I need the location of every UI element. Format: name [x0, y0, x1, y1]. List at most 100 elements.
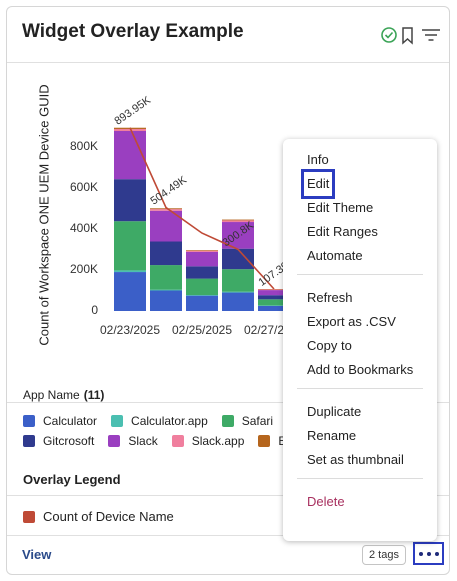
legend-label: Slack: [128, 433, 158, 448]
overlay-line: [129, 127, 275, 290]
bar-segment: [114, 131, 146, 180]
x-tick-label: 02/25/2025: [172, 323, 232, 337]
bar-segment: [186, 278, 218, 296]
data-label: 893.95K: [113, 94, 154, 128]
divider: [7, 402, 449, 403]
legend-item[interactable]: Calculator.app: [111, 413, 208, 428]
legend-title: App Name (11): [23, 388, 104, 402]
context-menu: Info Edit Edit Theme Edit Ranges Automate Ref…: [283, 139, 437, 541]
legend-swatch: [111, 414, 124, 427]
legend-swatch: [23, 510, 35, 523]
header-icons: [381, 27, 440, 45]
bar-segment: [114, 179, 146, 222]
bar-segment: [258, 290, 290, 296]
legend-label: E: [278, 434, 286, 448]
menu-item[interactable]: Info: [307, 152, 329, 167]
data-label: 504.49K: [149, 174, 190, 208]
menu-item[interactable]: Refresh: [307, 290, 353, 305]
bookmark-icon[interactable]: [402, 27, 413, 45]
legend-swatch: [23, 414, 35, 427]
legend-swatch: [258, 434, 271, 447]
legend-count: (11): [83, 388, 105, 402]
legend-label: Slack.app: [191, 433, 245, 448]
bar-segment: [114, 221, 146, 271]
menu-separator: [297, 274, 423, 275]
bar-segment: [222, 220, 254, 223]
filter-icon[interactable]: [422, 29, 440, 41]
legend-swatch: [171, 434, 184, 447]
legend-label: Gitcrosoft: [43, 433, 95, 448]
bar-segment: [222, 219, 254, 221]
menu-item[interactable]: Copy to: [307, 338, 352, 353]
bar-segment: [150, 241, 182, 266]
menu-item[interactable]: Duplicate: [307, 404, 362, 419]
menu-item[interactable]: Add to Bookmarks: [307, 362, 414, 377]
menu-item[interactable]: Rename: [307, 428, 357, 443]
legend: Calculator Calculator.app Safari Gitcrosoft…: [23, 413, 323, 448]
bar-segment: [258, 289, 290, 291]
legend-label: Calculator.app: [131, 413, 208, 428]
menu-separator: [297, 388, 423, 389]
bar-segment: [186, 266, 218, 279]
bar-segment: [150, 208, 182, 210]
chart: Count of Workspace ONE UEM Device GUID 02…: [36, 84, 290, 346]
bar-segment: [222, 292, 254, 311]
more-button[interactable]: [413, 542, 444, 565]
bar-segment: [186, 295, 218, 296]
bar-segment: [150, 289, 182, 291]
y-tick-label: 600K: [70, 180, 98, 194]
divider: [7, 62, 449, 63]
legend-swatch: [221, 414, 234, 427]
legend-item[interactable]: Slack: [108, 433, 158, 448]
x-tick-label: 02/23/2025: [100, 323, 160, 337]
tags-badge[interactable]: 2 tags: [362, 545, 406, 565]
bar-segment: [150, 290, 182, 311]
status-icon[interactable]: [381, 27, 397, 43]
menu-item[interactable]: Set as thumbnail: [307, 452, 404, 467]
bar-segment: [114, 272, 146, 311]
bar-segment: [222, 291, 254, 293]
widget-title: Widget Overlay Example: [22, 21, 244, 42]
bar-segment: [222, 248, 254, 270]
legend-swatch: [108, 434, 121, 447]
legend-title-text: App Name: [23, 388, 80, 402]
bar-segment: [258, 299, 290, 306]
menu-item[interactable]: Export as .CSV: [307, 314, 396, 329]
bar-segment: [222, 269, 254, 292]
legend-item[interactable]: Calculator: [23, 413, 98, 428]
bar-segment: [114, 270, 146, 273]
y-tick-label: 200K: [70, 262, 98, 276]
menu-item[interactable]: Edit Theme: [307, 200, 374, 215]
view-link[interactable]: View: [22, 547, 52, 562]
menu-item[interactable]: Edit Ranges: [307, 224, 378, 239]
y-tick-label: 0: [91, 303, 98, 317]
divider: [7, 535, 449, 536]
bar-segment: [258, 295, 290, 300]
legend-label: Calculator: [43, 413, 98, 428]
overlay-legend-title: Overlay Legend: [23, 472, 121, 487]
divider: [7, 495, 449, 496]
legend-swatch: [23, 434, 35, 447]
legend-item[interactable]: Slack.app: [171, 433, 245, 448]
menu-item[interactable]: Delete: [307, 494, 345, 509]
menu-separator: [297, 478, 423, 479]
bar-segment: [186, 295, 218, 311]
bar-segment: [150, 265, 182, 290]
bar-segment: [150, 209, 182, 211]
legend-item[interactable]: Safari: [221, 413, 274, 428]
legend-item[interactable]: E: [258, 434, 286, 448]
legend-label: Count of Device Name: [43, 509, 174, 524]
bar-segment: [114, 128, 146, 132]
menu-item[interactable]: Automate: [307, 248, 363, 263]
bar-segment: [186, 251, 218, 267]
legend-label: Safari: [241, 413, 274, 428]
bar-segment: [186, 250, 218, 252]
x-tick-label: 02/27/2025: [244, 323, 290, 337]
legend-item[interactable]: Gitcrosoft: [23, 433, 95, 448]
y-axis-label: Count of Workspace ONE UEM Device GUID: [36, 84, 51, 345]
overlay-legend-item: Count of Device Name: [23, 509, 174, 524]
y-tick-label: 800K: [70, 139, 98, 153]
menu-item[interactable]: Edit: [300, 169, 336, 199]
y-tick-label: 400K: [70, 221, 98, 235]
